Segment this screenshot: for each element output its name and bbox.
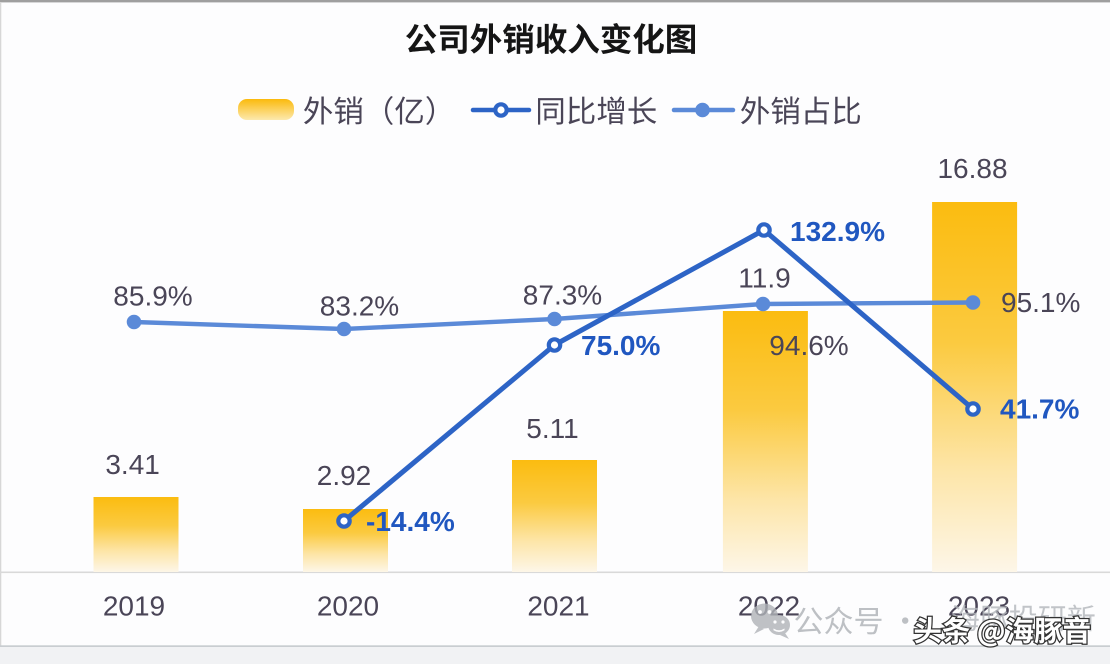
svg-text:87.3%: 87.3%	[523, 279, 602, 310]
svg-text:2.92: 2.92	[317, 460, 372, 491]
svg-text:95.1%: 95.1%	[1001, 287, 1080, 318]
svg-text:2021: 2021	[527, 590, 589, 621]
svg-text:132.9%: 132.9%	[790, 216, 885, 247]
svg-text:-14.4%: -14.4%	[366, 506, 455, 537]
svg-text:2019: 2019	[103, 590, 165, 621]
svg-text:5.11: 5.11	[526, 413, 578, 444]
svg-text:16.88: 16.88	[937, 153, 1007, 184]
svg-text:3.41: 3.41	[105, 449, 160, 480]
svg-text:11.9: 11.9	[738, 263, 790, 294]
svg-text:85.9%: 85.9%	[113, 281, 192, 312]
svg-text:75.0%: 75.0%	[581, 330, 660, 361]
svg-text:41.7%: 41.7%	[1000, 393, 1079, 424]
svg-text:94.6%: 94.6%	[769, 330, 848, 361]
svg-text:83.2%: 83.2%	[320, 291, 399, 322]
svg-text:2020: 2020	[317, 590, 379, 621]
